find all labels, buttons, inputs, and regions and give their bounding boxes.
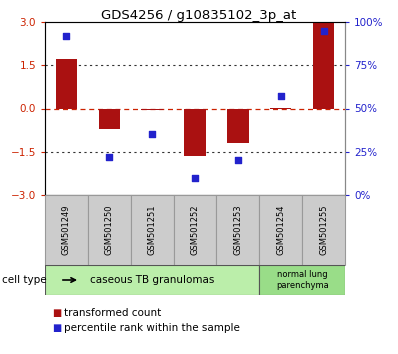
Bar [131, 195, 174, 265]
Point [149, 132, 155, 137]
Point [235, 158, 241, 163]
Bar [184, 108, 206, 156]
Text: caseous TB granulomas: caseous TB granulomas [90, 275, 215, 285]
Point [320, 28, 327, 34]
Point [277, 93, 284, 99]
Text: normal lung
parenchyma: normal lung parenchyma [276, 270, 328, 290]
Point [192, 175, 198, 181]
Bar [313, 23, 334, 108]
Bar [259, 265, 345, 295]
Text: percentile rank within the sample: percentile rank within the sample [64, 323, 240, 333]
Text: GSM501254: GSM501254 [276, 205, 285, 255]
Bar [45, 265, 259, 295]
Text: GDS4256 / g10835102_3p_at: GDS4256 / g10835102_3p_at [101, 9, 297, 22]
Text: GSM501252: GSM501252 [191, 205, 199, 255]
Text: GSM501251: GSM501251 [148, 205, 157, 255]
Bar [99, 108, 120, 129]
Text: GSM501255: GSM501255 [319, 205, 328, 255]
Bar [259, 195, 302, 265]
Text: cell type: cell type [2, 275, 47, 285]
Bar [56, 59, 77, 108]
Text: ■: ■ [52, 323, 61, 333]
Point [63, 33, 70, 39]
Bar [217, 195, 259, 265]
Bar [141, 108, 163, 110]
Bar [88, 195, 131, 265]
Text: GSM501249: GSM501249 [62, 205, 71, 255]
Text: GSM501253: GSM501253 [233, 205, 242, 255]
Bar [45, 195, 88, 265]
Text: ■: ■ [52, 308, 61, 318]
Bar [302, 195, 345, 265]
Text: GSM501250: GSM501250 [105, 205, 114, 255]
Bar [227, 108, 249, 143]
Bar [174, 195, 217, 265]
Point [106, 154, 113, 160]
Text: transformed count: transformed count [64, 308, 161, 318]
